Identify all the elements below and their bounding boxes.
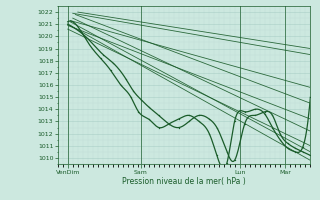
X-axis label: Pression niveau de la mer( hPa ): Pression niveau de la mer( hPa ) xyxy=(122,177,246,186)
